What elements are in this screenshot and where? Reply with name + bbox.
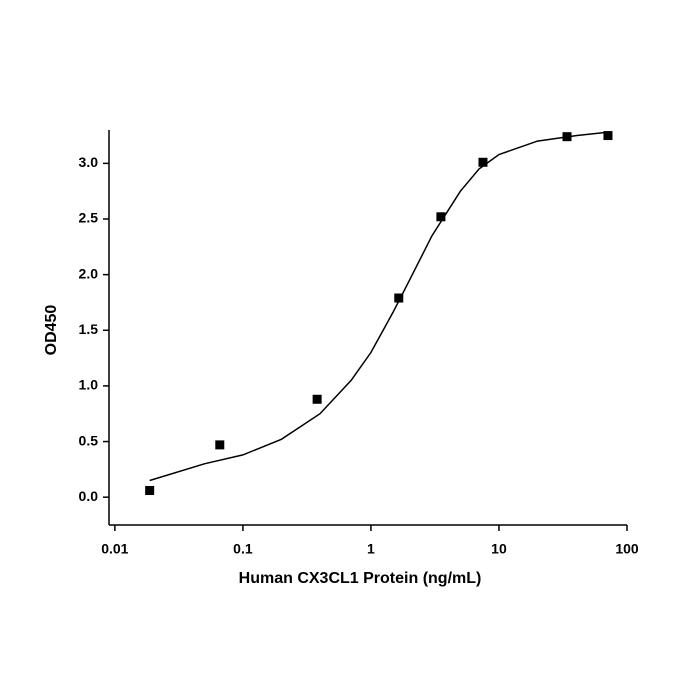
y-tick-label: 1.0 [79,377,99,393]
x-axis-label: Human CX3CL1 Protein (ng/mL) [239,570,482,587]
x-tick-label: 0.1 [233,541,253,557]
y-tick-label: 3.0 [79,154,99,170]
x-tick-label: 100 [615,541,639,557]
point [478,157,488,167]
point [603,131,613,141]
point [215,440,225,450]
point [562,132,572,142]
y-tick-label: 1.5 [79,321,99,337]
y-tick-label: 2.5 [79,210,99,226]
point [145,486,155,496]
y-tick-label: 0.0 [79,488,99,504]
y-tick-label: 0.5 [79,432,99,448]
y-tick-label: 2.0 [79,265,99,281]
fit-curve [149,131,608,482]
x-tick-label: 1 [367,541,375,557]
x-tick-label: 0.01 [101,541,128,557]
point [312,394,322,404]
y-axis-label: OD450 [43,305,60,356]
point [436,212,446,222]
point [394,293,404,303]
x-tick-label: 10 [491,541,507,557]
